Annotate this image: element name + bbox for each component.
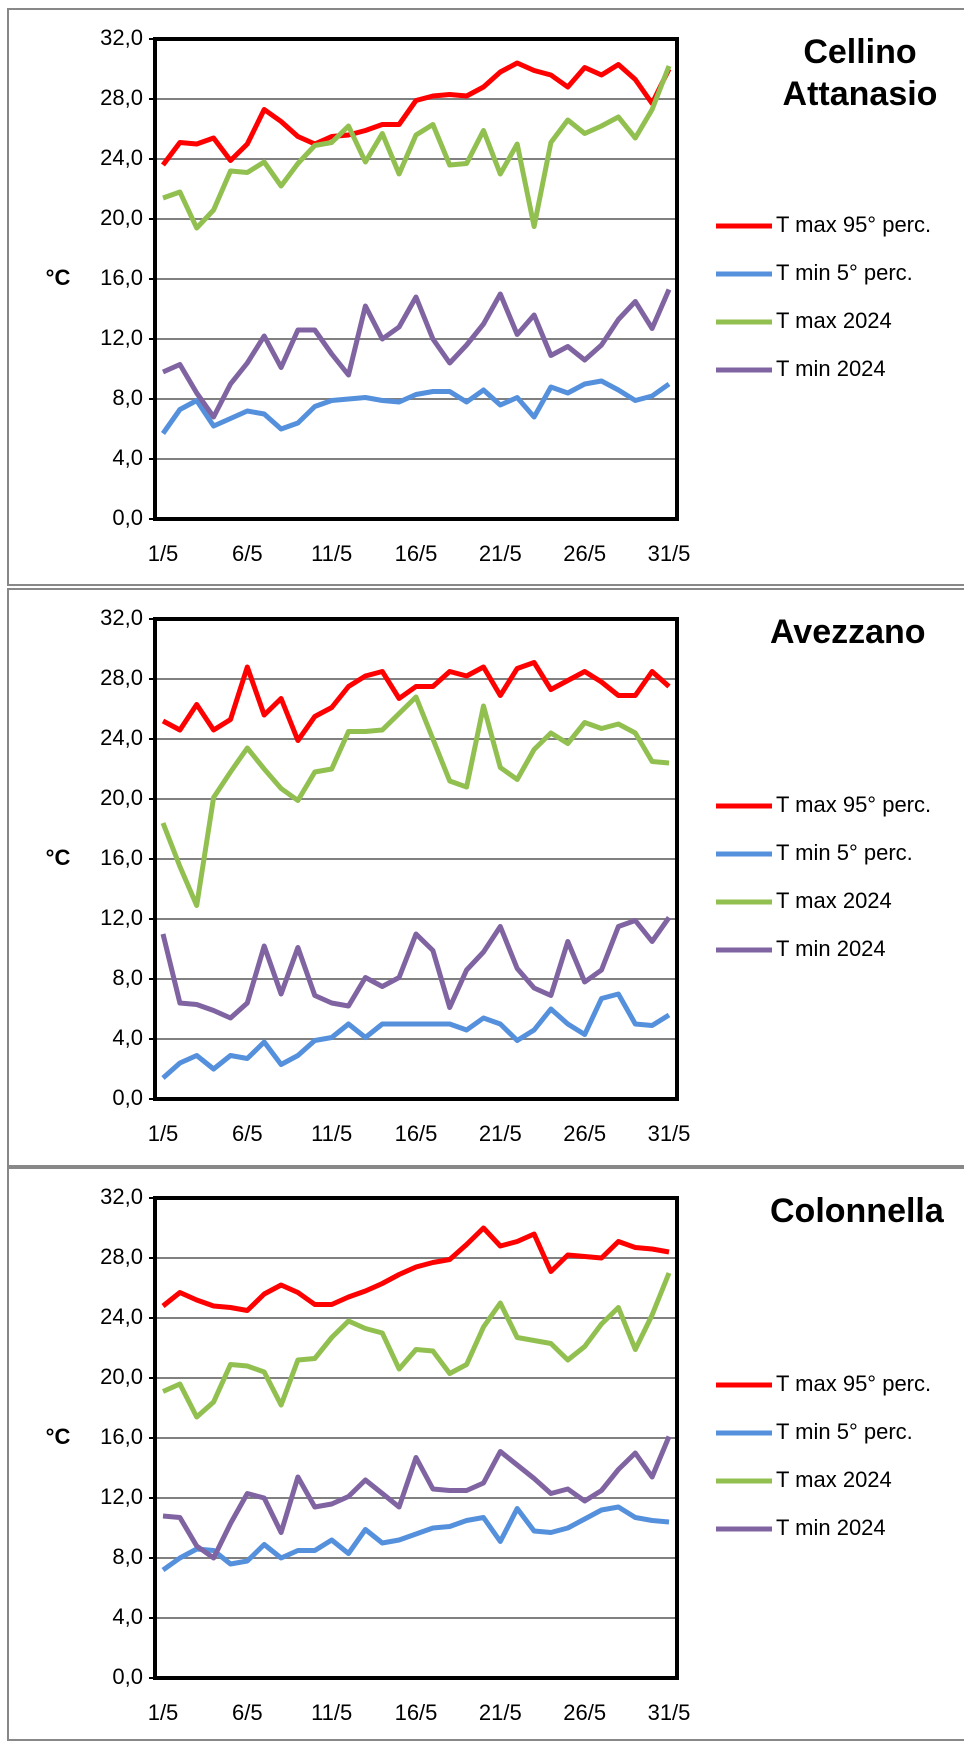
series-line (161, 288, 672, 420)
x-tick-label: 1/5 (148, 1700, 179, 1725)
plot-border (153, 617, 679, 1101)
legend-label: T min 2024 (776, 1515, 886, 1540)
y-tick-label: 16,0 (100, 265, 143, 290)
chart-title: Colonnella (770, 1192, 944, 1230)
y-tick-label: 16,0 (100, 845, 143, 870)
series-line (162, 1435, 672, 1561)
x-tick-label: 1/5 (148, 1121, 179, 1146)
x-tick-label: 6/5 (232, 1700, 263, 1725)
y-tick-label: 20,0 (100, 1364, 143, 1389)
x-tick-label: 26/5 (563, 541, 606, 566)
y-tick-label: 20,0 (100, 785, 143, 810)
x-tick-label: 31/5 (648, 1121, 691, 1146)
x-tick-label: 16/5 (395, 541, 438, 566)
legend-label: T max 95° perc. (776, 792, 931, 817)
y-tick-label: 4,0 (112, 445, 143, 470)
y-axis-label: °C (46, 845, 71, 870)
y-tick-label: 8,0 (112, 965, 143, 990)
legend-label: T min 2024 (776, 356, 886, 381)
plot-border (153, 1196, 679, 1680)
chart-title: Cellino Attanasio (782, 33, 938, 113)
y-tick-label: 0,0 (112, 1085, 143, 1110)
series-line (160, 694, 670, 908)
series-line (161, 660, 671, 743)
legend-label: T min 5° perc. (776, 260, 913, 285)
y-tick-label: 24,0 (100, 145, 143, 170)
y-tick-label: 32,0 (100, 1184, 143, 1209)
x-tick-label: 11/5 (311, 541, 352, 566)
y-tick-label: 32,0 (100, 605, 143, 630)
y-tick-label: 12,0 (100, 905, 143, 930)
y-tick-label: 28,0 (100, 85, 143, 110)
x-tick-label: 21/5 (479, 541, 522, 566)
x-tick-label: 21/5 (479, 1121, 522, 1146)
chart-title: Avezzano (770, 613, 926, 651)
legend-label: T max 95° perc. (776, 212, 931, 237)
y-tick-label: 24,0 (100, 725, 143, 750)
y-axis-label: °C (46, 1424, 71, 1449)
x-tick-label: 16/5 (395, 1700, 438, 1725)
y-tick-label: 32,0 (100, 25, 143, 50)
y-tick-label: 20,0 (100, 205, 143, 230)
y-tick-label: 24,0 (100, 1304, 143, 1329)
series-line (161, 60, 672, 167)
y-tick-label: 0,0 (112, 1664, 143, 1689)
x-tick-label: 6/5 (232, 541, 263, 566)
x-tick-label: 26/5 (563, 1700, 606, 1725)
plot-border (153, 37, 679, 521)
x-tick-label: 26/5 (563, 1121, 606, 1146)
series-line (161, 1272, 672, 1420)
x-tick-label: 31/5 (648, 541, 691, 566)
x-tick-label: 6/5 (232, 1121, 263, 1146)
series-line (161, 991, 671, 1080)
legend-label: T max 2024 (776, 308, 892, 333)
y-tick-label: 8,0 (112, 1544, 143, 1569)
x-tick-label: 11/5 (311, 1700, 352, 1725)
y-tick-label: 12,0 (100, 1484, 143, 1509)
x-tick-label: 21/5 (479, 1700, 522, 1725)
y-tick-label: 12,0 (100, 325, 143, 350)
legend-label: T min 5° perc. (776, 1419, 913, 1444)
legend-label: T max 95° perc. (776, 1371, 931, 1396)
panel-frame (7, 8, 964, 586)
y-tick-label: 28,0 (100, 1244, 143, 1269)
legend-label: T min 5° perc. (776, 840, 913, 865)
series-line (160, 378, 671, 435)
x-tick-label: 11/5 (311, 1121, 352, 1146)
legend-label: T max 2024 (776, 1467, 892, 1492)
x-tick-label: 31/5 (648, 1700, 691, 1725)
legend-label: T min 2024 (776, 936, 886, 961)
panel-frame (7, 588, 964, 1167)
y-tick-label: 16,0 (100, 1424, 143, 1449)
y-tick-label: 28,0 (100, 665, 143, 690)
panel-frame (7, 1167, 964, 1741)
y-tick-label: 4,0 (112, 1025, 143, 1050)
x-tick-label: 1/5 (148, 541, 179, 566)
y-tick-label: 4,0 (112, 1604, 143, 1629)
y-tick-label: 0,0 (112, 505, 143, 530)
y-axis-label: °C (46, 265, 71, 290)
series-line (160, 916, 672, 1021)
y-tick-label: 8,0 (112, 385, 143, 410)
series-line (161, 1504, 670, 1573)
series-line (162, 65, 672, 231)
series-line (161, 1225, 670, 1313)
legend-label: T max 2024 (776, 888, 892, 913)
x-tick-label: 16/5 (395, 1121, 438, 1146)
